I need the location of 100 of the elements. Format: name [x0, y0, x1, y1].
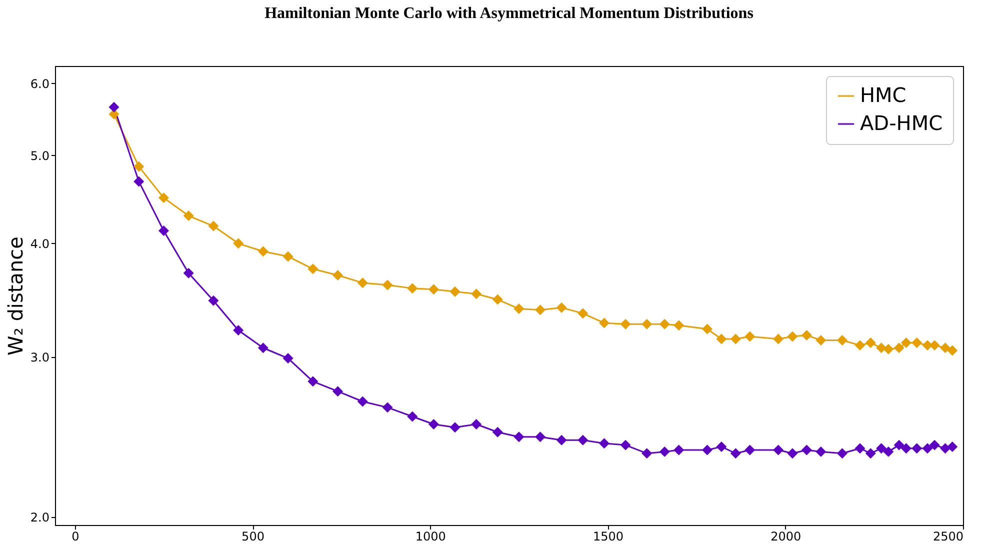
point — [659, 446, 670, 457]
point — [787, 331, 798, 342]
point — [883, 344, 894, 354]
point — [947, 441, 958, 452]
point — [134, 176, 144, 187]
point — [730, 448, 741, 459]
point — [158, 192, 169, 204]
point — [940, 342, 950, 354]
point — [598, 318, 610, 328]
x-tick-label: 2500 — [932, 530, 964, 544]
point — [492, 426, 503, 438]
x-tick-label: 0 — [72, 530, 80, 544]
point — [801, 330, 812, 340]
point — [407, 283, 418, 294]
point — [876, 443, 887, 454]
point — [535, 304, 546, 316]
x-tick-label: 500 — [242, 530, 264, 544]
point — [912, 443, 922, 454]
point — [854, 340, 866, 351]
point — [854, 443, 866, 454]
y-axis-title: W₂ distance — [3, 236, 28, 356]
point — [865, 338, 876, 348]
point — [471, 288, 482, 300]
point — [578, 308, 588, 319]
point — [883, 446, 894, 457]
point — [258, 342, 268, 354]
point — [865, 448, 876, 459]
point — [894, 342, 904, 354]
point — [208, 295, 219, 306]
point — [620, 440, 631, 450]
point — [787, 448, 798, 459]
point — [702, 324, 712, 334]
point — [134, 161, 144, 172]
point — [816, 446, 826, 457]
point — [308, 376, 318, 387]
point — [514, 432, 524, 442]
point — [642, 448, 652, 459]
point — [233, 325, 244, 336]
point — [773, 334, 784, 344]
point — [836, 448, 848, 459]
point — [659, 318, 670, 330]
point — [158, 226, 169, 236]
point — [900, 338, 912, 348]
point — [702, 444, 712, 456]
point — [308, 264, 318, 274]
point — [598, 438, 610, 449]
point — [183, 210, 194, 222]
point — [332, 386, 344, 397]
point — [357, 396, 368, 407]
point — [535, 432, 546, 442]
y-tick-label: 5.0 — [30, 148, 50, 163]
legend-label: HMC — [860, 83, 906, 107]
y-tick-label: 4.0 — [30, 236, 50, 251]
x-tick-label: 1500 — [592, 530, 624, 544]
point — [716, 334, 727, 344]
point — [282, 353, 294, 364]
chart-title: Hamiltonian Monte Carlo with Asymmetrical Momentum Distributions — [264, 5, 754, 22]
point — [836, 334, 848, 346]
point — [258, 246, 268, 257]
point — [183, 268, 194, 278]
point — [556, 302, 567, 313]
point — [929, 440, 940, 450]
point — [922, 443, 933, 454]
point — [471, 418, 482, 430]
y-tick-label: 3.0 — [30, 350, 50, 364]
point — [674, 320, 684, 331]
y-tick-label: 2.0 — [30, 510, 50, 525]
point — [816, 334, 826, 346]
point — [428, 418, 439, 430]
x-tick-label: 2000 — [770, 530, 802, 544]
point — [620, 318, 631, 330]
point — [744, 444, 756, 456]
point — [912, 338, 922, 348]
point — [208, 220, 219, 232]
point — [876, 342, 887, 354]
point — [716, 441, 727, 452]
point — [773, 444, 784, 456]
point — [894, 440, 904, 450]
point — [900, 443, 912, 454]
point — [492, 294, 503, 305]
point — [282, 251, 294, 262]
point — [730, 334, 741, 344]
point — [450, 422, 460, 433]
point — [514, 303, 524, 314]
point — [332, 270, 344, 281]
point — [450, 286, 460, 297]
point — [108, 102, 120, 112]
y-tick-label: 6.0 — [30, 76, 50, 91]
point — [940, 443, 950, 454]
point — [674, 444, 684, 456]
point — [407, 411, 418, 422]
point — [578, 434, 588, 446]
point — [642, 318, 652, 330]
x-tick-label: 1000 — [415, 530, 446, 544]
point — [744, 331, 756, 342]
point — [428, 284, 439, 295]
point — [801, 444, 812, 456]
point — [233, 238, 244, 249]
point — [357, 278, 368, 288]
point — [382, 402, 393, 413]
